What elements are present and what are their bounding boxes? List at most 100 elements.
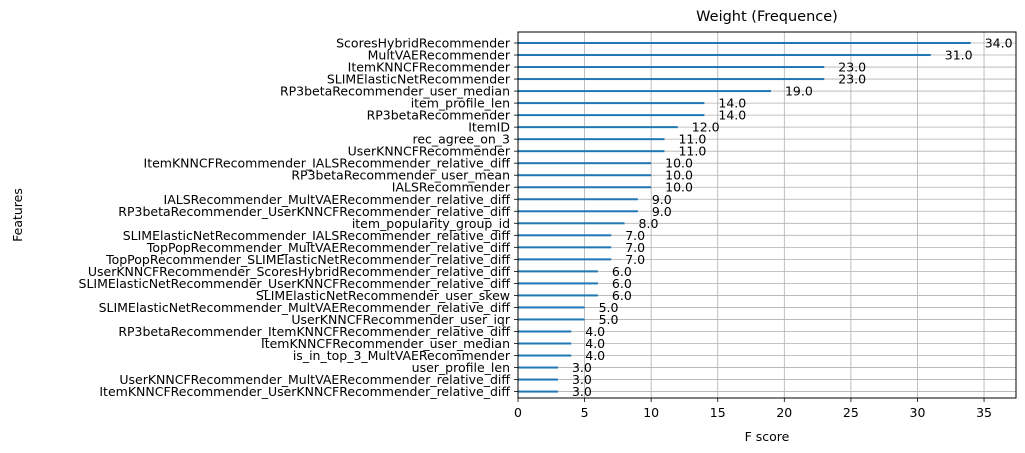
bar: [518, 390, 558, 393]
bar-value-label: 9.0: [652, 192, 672, 207]
x-tick-label: 35: [976, 405, 992, 420]
bar-value-label: 9.0: [652, 204, 672, 219]
feature-label: RP3betaRecommender_UserKNNCFRecommender_…: [118, 204, 510, 219]
feature-labels: ScoresHybridRecommenderMultVAERecommende…: [79, 36, 511, 400]
bar: [518, 270, 598, 273]
bar: [518, 378, 558, 381]
bar-value-label: 10.0: [665, 156, 693, 171]
x-tick-label: 0: [514, 405, 522, 420]
plot-frame: [517, 31, 1017, 399]
feature-label: ItemKNNCFRecommender: [348, 60, 511, 75]
x-tick-label: 15: [710, 405, 726, 420]
bar-value-label: 7.0: [625, 252, 645, 267]
bar-value-label: 34.0: [985, 36, 1013, 51]
bar: [518, 246, 612, 249]
bar: [518, 114, 705, 117]
bar: [518, 78, 825, 81]
bar-value-label: 6.0: [612, 264, 632, 279]
bar-value-label: 6.0: [612, 288, 632, 303]
bar-value-label: 4.0: [585, 348, 605, 363]
feature-label: MultVAERecommender: [368, 48, 511, 63]
bar: [518, 90, 771, 93]
bars: [518, 42, 971, 393]
bar-value-label: 23.0: [838, 72, 866, 87]
feature-label: UserKNNCFRecommender_ScoresHybridRecomme…: [88, 264, 511, 279]
bar-value-label: 14.0: [718, 96, 746, 111]
bar-value-label: 4.0: [585, 336, 605, 351]
feature-label: IALSRecommender_MultVAERecommender_relat…: [164, 192, 511, 207]
bar: [518, 306, 585, 309]
bar: [518, 354, 572, 357]
x-tick-label: 20: [776, 405, 792, 420]
feature-label: ScoresHybridRecommender: [336, 36, 511, 51]
feature-label: item_profile_len: [411, 96, 510, 111]
feature-label: TopPopRecommender_MultVAERecommender_rel…: [146, 240, 510, 255]
x-axis-title: F score: [745, 429, 790, 444]
bar-value-label: 6.0: [612, 276, 632, 291]
feature-label: UserKNNCFRecommender_user_iqr: [291, 312, 511, 327]
feature-label: item_popularity_group_id: [352, 216, 510, 231]
bar-value-label: 5.0: [599, 312, 619, 327]
bar: [518, 258, 612, 261]
feature-label: SLIMElasticNetRecommender_user_skew: [256, 288, 510, 303]
bar: [518, 102, 705, 105]
bar: [518, 282, 598, 285]
feature-label: RP3betaRecommender: [367, 108, 511, 123]
feature-label: RP3betaRecommender_user_mean: [291, 168, 510, 183]
chart-title: Weight (Frequence): [696, 9, 838, 25]
bar: [518, 294, 598, 297]
x-tick-label: 10: [643, 405, 659, 420]
feature-label: RP3betaRecommender_ItemKNNCFRecommender_…: [118, 324, 510, 339]
x-axis-ticks: 0 5 10 15 20 25 30 35: [514, 42, 992, 420]
bar-value-label: 5.0: [599, 300, 619, 315]
bar: [518, 126, 678, 129]
bar-value-label: 7.0: [625, 228, 645, 243]
bar-value-label: 3.0: [572, 372, 592, 387]
bar: [518, 342, 572, 345]
bar: [518, 66, 825, 69]
bar: [518, 198, 638, 201]
feature-label: SLIMElasticNetRecommender_MultVAERecomme…: [99, 300, 511, 315]
bar: [518, 138, 665, 141]
feature-label: SLIMElasticNetRecommender_IALSRecommende…: [123, 228, 511, 243]
bar: [518, 210, 638, 213]
x-tick-label: 25: [843, 405, 859, 420]
feature-label: is_in_top_3_MultVAERecommender: [293, 348, 511, 363]
bar: [518, 174, 652, 177]
feature-label: rec_agree_on_3: [412, 132, 510, 147]
bar-value-label: 3.0: [572, 384, 592, 399]
bar: [518, 42, 971, 44]
bar: [518, 330, 572, 333]
bar-value-label: 31.0: [945, 48, 973, 63]
feature-label: ItemKNNCFRecommender_UserKNNCFRecommende…: [99, 384, 510, 399]
feature-label: user_profile_len: [412, 360, 510, 375]
bar: [518, 366, 558, 369]
bar-value-labels: 34.031.023.023.019.014.014.012.011.011.0…: [572, 36, 1013, 400]
bar-value-label: 4.0: [585, 324, 605, 339]
feature-label: SLIMElasticNetRecommender: [327, 72, 511, 87]
feature-label: ItemKNNCFRecommender_user_median: [261, 336, 510, 351]
x-tick-label: 5: [581, 405, 589, 420]
bar-value-label: 3.0: [572, 360, 592, 375]
bar-value-label: 23.0: [838, 60, 866, 75]
bar-value-label: 7.0: [625, 240, 645, 255]
bar-value-label: 19.0: [785, 84, 813, 99]
feature-label: UserKNNCFRecommender: [348, 144, 511, 159]
bar-value-label: 10.0: [665, 168, 693, 183]
y-axis-title: Features: [10, 188, 25, 242]
bar: [518, 186, 652, 189]
bar-value-label: 14.0: [718, 108, 746, 123]
bar: [518, 162, 652, 165]
bar: [518, 234, 612, 237]
feature-label: ItemID: [468, 120, 510, 135]
bar: [518, 222, 625, 225]
feature-label: TopPopRecommender_SLIMElasticNetRecommen…: [105, 252, 510, 267]
feature-label: ItemKNNCFRecommender_IALSRecommender_rel…: [144, 156, 511, 171]
bar: [518, 318, 585, 321]
bar-value-label: 12.0: [692, 120, 720, 135]
bar: [518, 54, 931, 57]
bar-value-label: 10.0: [665, 180, 693, 195]
bar-value-label: 11.0: [678, 132, 706, 147]
x-tick-label: 30: [910, 405, 926, 420]
